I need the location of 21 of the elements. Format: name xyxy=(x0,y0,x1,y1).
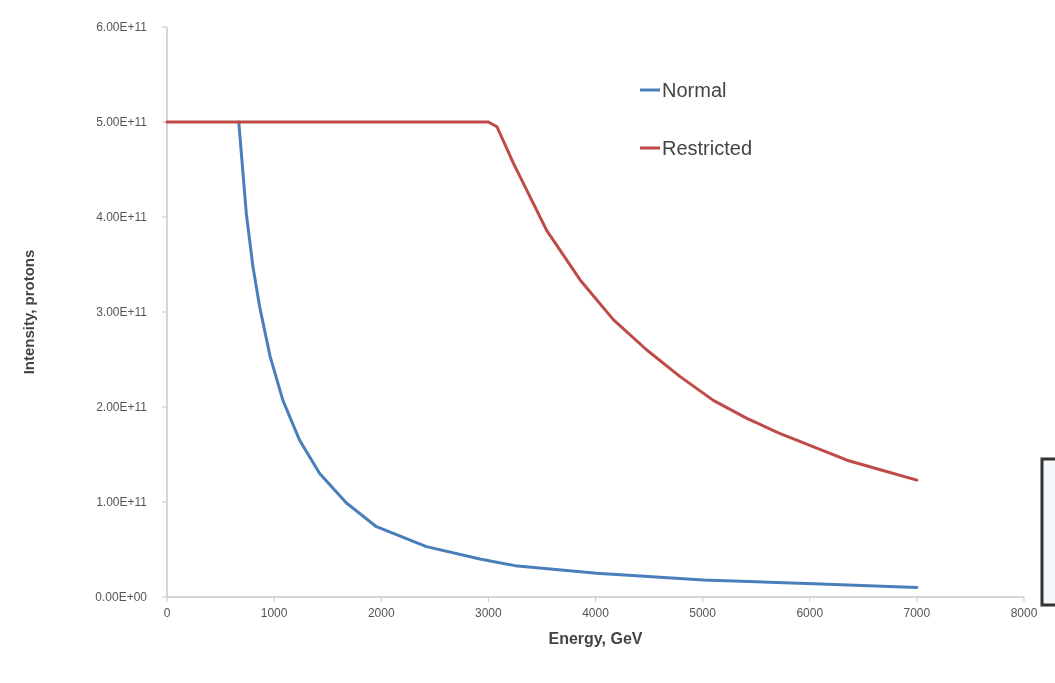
x-tick-label: 2000 xyxy=(367,606,395,621)
x-tick-label: 0 xyxy=(163,606,171,621)
legend-label: Normal xyxy=(662,79,727,101)
x-tick-label: 8000 xyxy=(1010,606,1038,621)
y-tick-label: 2.00E+11 xyxy=(96,400,148,415)
y-tick-label: 5.00E+11 xyxy=(96,115,148,130)
x-tick-label: 5000 xyxy=(689,606,717,621)
y-tick-label: 0.00E+00 xyxy=(95,590,148,605)
y-tick-label: 3.00E+11 xyxy=(96,305,148,320)
y-tick-label: 1.00E+11 xyxy=(96,495,148,510)
x-tick-label: 6000 xyxy=(796,606,824,621)
legend-label: Restricted xyxy=(662,137,753,159)
x-tick-label: 3000 xyxy=(475,606,503,621)
x-tick-label: 1000 xyxy=(260,606,288,621)
y-tick-label: 4.00E+11 xyxy=(96,210,148,225)
x-axis-title: Energy, GeV xyxy=(548,630,643,647)
x-tick-label: 4000 xyxy=(582,606,610,621)
y-axis-title: Intensity, protons xyxy=(20,249,37,375)
x-tick-label: 7000 xyxy=(903,606,931,621)
line-series xyxy=(165,120,919,482)
y-tick-label: 6.00E+11 xyxy=(96,20,148,35)
